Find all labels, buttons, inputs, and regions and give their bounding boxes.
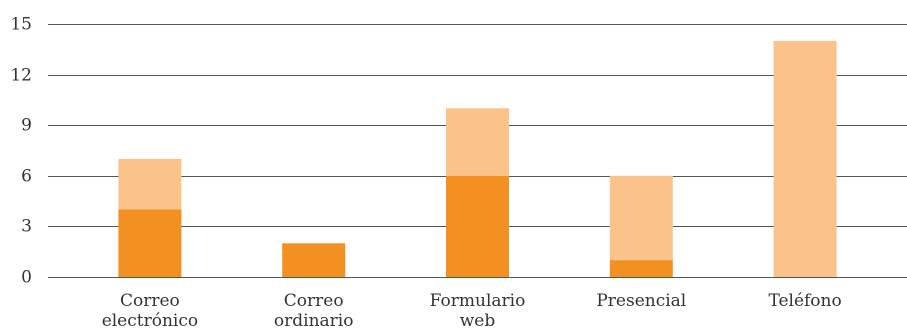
x-category-label: ordinario: [274, 311, 354, 331]
y-tick-label: 3: [21, 217, 32, 237]
x-category-label: Presencial: [596, 291, 686, 311]
x-category-label: Correo: [120, 291, 180, 311]
bar-segment-series1-cat4: [609, 260, 673, 277]
bar-segment-series1-cat3: [446, 175, 509, 277]
y-tick-label: 0: [21, 268, 32, 288]
bars: [118, 40, 837, 278]
y-tick-label: 6: [21, 167, 32, 187]
bar-segment-series2-cat4: [609, 175, 673, 261]
x-category-label: Teléfono: [768, 291, 841, 311]
y-tick-label: 12: [10, 66, 32, 86]
bar-segment-series1-cat2: [282, 243, 346, 277]
bar-segment-series2-cat3: [446, 108, 509, 176]
x-category-label: Correo: [284, 291, 344, 311]
bar-segment-series1-cat1: [118, 209, 182, 277]
bar-segment-series2-cat5: [773, 40, 837, 278]
x-axis-category-labels: CorreoelectrónicoCorreoordinarioFormular…: [102, 291, 842, 331]
x-category-label: web: [460, 311, 496, 331]
x-category-label: Formulario: [430, 291, 526, 311]
y-tick-label: 9: [21, 116, 32, 136]
x-category-label: electrónico: [102, 311, 198, 331]
y-tick-label: 15: [10, 15, 32, 35]
y-axis-tick-labels: 0 3 6 9 12 15: [10, 15, 32, 288]
bar-segment-series2-cat1: [118, 158, 182, 210]
